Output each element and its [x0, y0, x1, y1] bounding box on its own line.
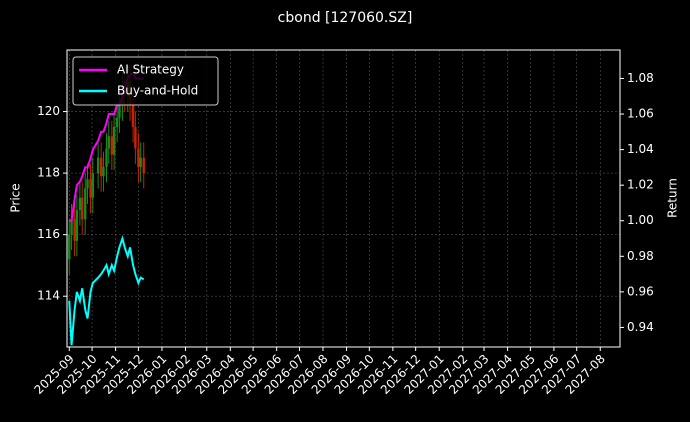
y-tick-label: 114 [37, 289, 60, 303]
candle-body [80, 197, 84, 220]
y2-tick-label: 1.06 [627, 107, 654, 121]
y2-tick-label: 0.96 [627, 284, 654, 298]
candle-body [91, 173, 95, 198]
candle-body [110, 136, 114, 155]
line-series [68, 235, 145, 346]
legend-box [72, 56, 219, 106]
candle-body [142, 157, 145, 174]
candle-body [107, 136, 110, 149]
candle-body [105, 148, 108, 167]
candle-body [131, 105, 135, 127]
candle-body [112, 126, 116, 155]
legend-label: AI Strategy [117, 63, 184, 77]
candle-body [70, 219, 73, 235]
candle-body [137, 148, 140, 167]
y2-axis-label: Return [666, 178, 680, 218]
legend-label: Buy-and-Hold [117, 84, 198, 98]
y2-tick-label: 0.98 [627, 249, 654, 263]
candle-body [68, 234, 71, 260]
candle-body [78, 197, 82, 211]
y-tick-label: 118 [37, 166, 60, 180]
plot-frame [66, 49, 621, 348]
candle-body [99, 157, 103, 177]
y2-tick-label: 0.94 [627, 320, 654, 334]
candle-body [102, 166, 105, 177]
candle-body [86, 179, 89, 189]
y2-tick-label: 1.04 [627, 142, 654, 156]
y-tick-label: 120 [37, 104, 60, 118]
candle-body [84, 188, 87, 220]
candle-body [139, 157, 142, 167]
y-tick-label: 116 [37, 227, 60, 241]
candle-body [89, 179, 92, 198]
candle-body [115, 117, 119, 127]
legend: AI Strategy Buy-and-Hold [72, 56, 219, 106]
candle-body [134, 126, 137, 149]
chart-title: cbond [127060.SZ] [278, 10, 413, 26]
y2-tick-label: 1.08 [627, 71, 654, 85]
candle-body [96, 157, 100, 174]
candle-body [75, 210, 79, 241]
candle-body [118, 105, 121, 118]
y-axis-label: Price [9, 183, 23, 212]
y2-tick-label: 1.02 [627, 178, 654, 192]
y2-tick-label: 1.00 [627, 213, 654, 227]
candle-body [73, 219, 76, 241]
